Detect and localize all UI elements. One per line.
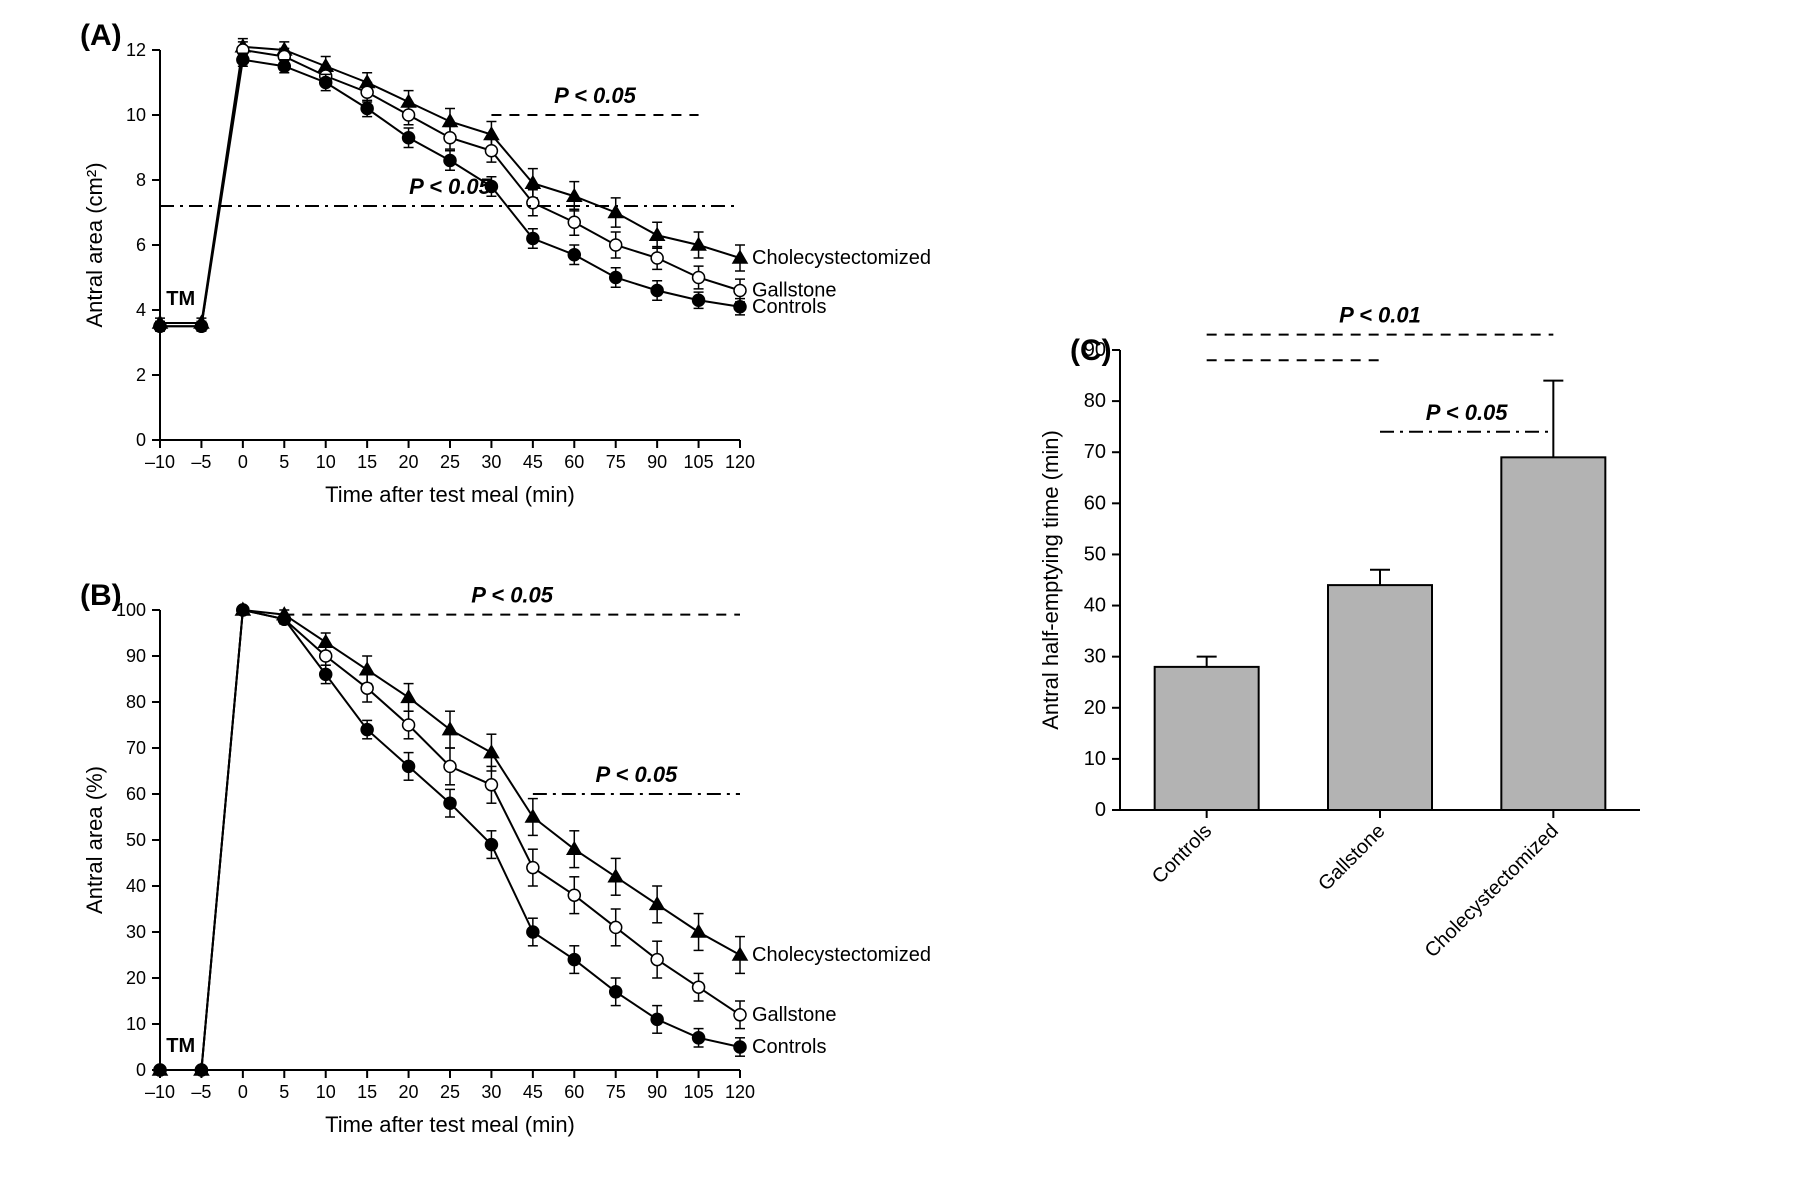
svg-text:30: 30 xyxy=(481,1082,501,1102)
svg-text:45: 45 xyxy=(523,1082,543,1102)
svg-text:75: 75 xyxy=(606,1082,626,1102)
svg-text:P < 0.05: P < 0.05 xyxy=(554,83,637,108)
svg-text:0: 0 xyxy=(136,430,146,450)
svg-text:75: 75 xyxy=(606,452,626,472)
svg-text:–5: –5 xyxy=(191,1082,211,1102)
svg-text:90: 90 xyxy=(126,646,146,666)
svg-text:5: 5 xyxy=(279,452,289,472)
svg-text:50: 50 xyxy=(1084,543,1106,565)
svg-text:–10: –10 xyxy=(145,1082,175,1102)
svg-text:P < 0.05: P < 0.05 xyxy=(596,762,679,787)
svg-text:90: 90 xyxy=(1084,339,1106,361)
svg-text:–10: –10 xyxy=(145,452,175,472)
svg-text:105: 105 xyxy=(684,452,714,472)
svg-text:0: 0 xyxy=(1095,799,1106,821)
svg-text:4: 4 xyxy=(136,300,146,320)
svg-text:10: 10 xyxy=(316,1082,336,1102)
svg-text:20: 20 xyxy=(399,452,419,472)
svg-text:TM: TM xyxy=(166,288,195,310)
svg-text:10: 10 xyxy=(316,452,336,472)
svg-text:80: 80 xyxy=(126,692,146,712)
svg-text:100: 100 xyxy=(116,600,146,620)
svg-text:90: 90 xyxy=(647,452,667,472)
svg-text:6: 6 xyxy=(136,235,146,255)
svg-text:P < 0.01: P < 0.01 xyxy=(1339,303,1421,328)
figure-container: { "colors":{"stroke":"#000","bg":"#fff",… xyxy=(0,0,1800,1198)
svg-text:15: 15 xyxy=(357,452,377,472)
svg-text:5: 5 xyxy=(279,1082,289,1102)
svg-text:P < 0.05: P < 0.05 xyxy=(409,174,492,199)
svg-text:30: 30 xyxy=(481,452,501,472)
svg-text:Controls: Controls xyxy=(752,1036,826,1058)
svg-text:Gallstone: Gallstone xyxy=(752,1004,837,1026)
panel-a-chart: (A) 0 2 4 6 8 10 12 –10 –5 0 5 10 15 20 25 30 45 60 75 90 105… xyxy=(40,10,940,530)
svg-text:0: 0 xyxy=(238,1082,248,1102)
panel-b-chart: (B)0102030405060708090100–10–50510152025… xyxy=(40,570,940,1170)
svg-text:Cholecystectomized: Cholecystectomized xyxy=(752,247,931,269)
svg-text:20: 20 xyxy=(399,1082,419,1102)
svg-text:25: 25 xyxy=(440,1082,460,1102)
svg-text:15: 15 xyxy=(357,1082,377,1102)
svg-text:10: 10 xyxy=(1084,748,1106,770)
svg-text:105: 105 xyxy=(684,1082,714,1102)
svg-text:90: 90 xyxy=(647,1082,667,1102)
svg-text:120: 120 xyxy=(725,452,755,472)
svg-text:20: 20 xyxy=(126,968,146,988)
svg-text:50: 50 xyxy=(126,830,146,850)
svg-text:Controls: Controls xyxy=(752,296,826,318)
svg-text:0: 0 xyxy=(136,1060,146,1080)
svg-text:Controls: Controls xyxy=(1148,820,1216,888)
svg-text:30: 30 xyxy=(126,922,146,942)
svg-text:25: 25 xyxy=(440,452,460,472)
svg-text:Antral area (%): Antral area (%) xyxy=(82,766,107,914)
svg-text:60: 60 xyxy=(564,452,584,472)
svg-text:70: 70 xyxy=(1084,441,1106,463)
svg-text:2: 2 xyxy=(136,365,146,385)
svg-text:Cholecystectomized: Cholecystectomized xyxy=(752,944,931,966)
svg-text:(A): (A) xyxy=(80,19,122,52)
svg-text:Cholecystectomized: Cholecystectomized xyxy=(1421,820,1563,962)
svg-text:P < 0.05: P < 0.05 xyxy=(1426,400,1509,425)
svg-text:TM: TM xyxy=(166,1035,195,1057)
svg-text:40: 40 xyxy=(126,876,146,896)
svg-text:10: 10 xyxy=(126,1014,146,1034)
svg-text:Antral area (cm²): Antral area (cm²) xyxy=(82,162,107,327)
svg-text:0: 0 xyxy=(238,452,248,472)
svg-text:–5: –5 xyxy=(191,452,211,472)
panel-c-chart: (C)0102030405060708090Antral half-emptyi… xyxy=(1000,240,1780,1000)
svg-text:40: 40 xyxy=(1084,595,1106,617)
svg-text:10: 10 xyxy=(126,105,146,125)
svg-text:8: 8 xyxy=(136,170,146,190)
svg-text:80: 80 xyxy=(1084,390,1106,412)
svg-text:60: 60 xyxy=(126,784,146,804)
svg-text:45: 45 xyxy=(523,452,543,472)
svg-text:Time after test meal (min): Time after test meal (min) xyxy=(325,1112,575,1137)
svg-text:120: 120 xyxy=(725,1082,755,1102)
svg-text:60: 60 xyxy=(1084,492,1106,514)
svg-text:Antral half-emptying time (min: Antral half-emptying time (min) xyxy=(1038,430,1063,730)
svg-text:20: 20 xyxy=(1084,697,1106,719)
svg-text:30: 30 xyxy=(1084,646,1106,668)
svg-text:70: 70 xyxy=(126,738,146,758)
svg-text:60: 60 xyxy=(564,1082,584,1102)
svg-text:P < 0.05: P < 0.05 xyxy=(471,583,554,608)
svg-text:Time after test meal (min): Time after test meal (min) xyxy=(325,482,575,507)
svg-text:Gallstone: Gallstone xyxy=(1314,820,1389,895)
svg-text:12: 12 xyxy=(126,40,146,60)
